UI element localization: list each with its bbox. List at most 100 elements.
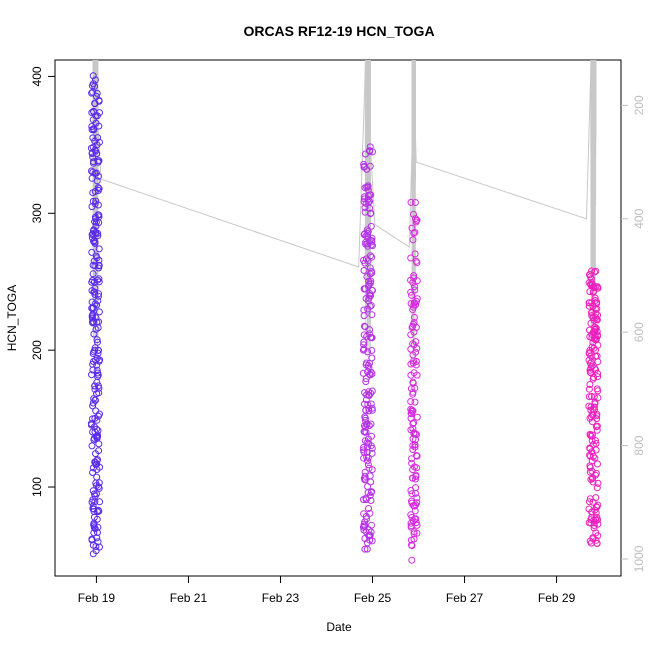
data-point (590, 524, 598, 532)
data-point (94, 346, 102, 354)
data-point (93, 515, 101, 523)
data-point (594, 370, 602, 378)
x-tick-label: Feb 29 (538, 591, 576, 605)
data-point (360, 231, 368, 239)
data-point (407, 276, 415, 284)
data-point (365, 277, 373, 285)
data-point (411, 384, 419, 392)
data-point (96, 138, 103, 146)
data-point (88, 167, 95, 175)
data-point (88, 304, 96, 312)
data-point (594, 311, 602, 319)
data-point (362, 199, 370, 207)
data-point (593, 540, 601, 547)
data-point (94, 276, 102, 284)
data-point (366, 302, 374, 310)
data-point (410, 210, 417, 218)
data-point (410, 301, 418, 309)
data-point (90, 125, 97, 133)
data-point (368, 237, 376, 244)
data-point (94, 232, 102, 240)
data-point (361, 204, 369, 212)
data-point (90, 524, 98, 532)
data-point (585, 393, 593, 401)
data-point (367, 442, 375, 450)
data-point (94, 506, 102, 514)
data-point (89, 402, 97, 410)
y-tick-label: 100 (30, 477, 44, 497)
data-point (89, 469, 97, 476)
y-tick-label: 300 (30, 203, 44, 223)
data-point (94, 184, 102, 192)
data-point (409, 502, 417, 510)
data-point (360, 331, 368, 339)
data-point (408, 410, 415, 418)
data-point (363, 183, 371, 191)
data-point (363, 448, 371, 456)
data-point (364, 454, 372, 462)
data-point (412, 436, 419, 444)
data-point (589, 411, 597, 419)
data-point (91, 284, 99, 292)
data-point (368, 253, 376, 261)
data-point (590, 393, 598, 401)
data-point (95, 278, 103, 286)
data-point (361, 285, 369, 293)
altitude-track-layer (92, 59, 597, 366)
data-point (593, 422, 601, 430)
data-point (593, 328, 601, 336)
data-point (594, 460, 601, 468)
data-point (95, 245, 103, 253)
data-point (90, 237, 97, 245)
data-point (407, 522, 415, 530)
right-tick-label: 800 (632, 435, 646, 455)
data-point (89, 116, 97, 124)
data-point (88, 278, 96, 286)
data-point (93, 457, 101, 465)
data-point (589, 535, 597, 543)
data-point (586, 288, 594, 296)
data-point (594, 520, 602, 528)
data-point (361, 545, 369, 553)
data-point (368, 311, 376, 319)
data-point (407, 360, 415, 368)
data-point (592, 423, 600, 431)
data-point (367, 420, 375, 428)
data-point (91, 396, 99, 404)
data-point (367, 222, 375, 230)
data-point (592, 437, 599, 445)
data-point (593, 415, 601, 423)
data-point (361, 428, 369, 436)
data-point (588, 457, 596, 465)
data-point (592, 516, 600, 524)
data-point (411, 286, 419, 294)
data-point (587, 516, 595, 524)
x-tick-label: Feb 25 (354, 591, 392, 605)
data-point (90, 158, 97, 166)
data-point (410, 313, 418, 321)
data-point (95, 122, 103, 130)
data-point (409, 474, 417, 482)
data-point (364, 443, 371, 451)
data-point (408, 324, 416, 331)
data-point (364, 461, 372, 469)
data-point (408, 490, 416, 498)
data-point (590, 403, 598, 411)
data-point (93, 490, 100, 498)
data-point (90, 107, 97, 115)
right-tick-label: 200 (632, 95, 646, 115)
data-point (95, 292, 102, 300)
data-point (368, 404, 376, 412)
data-point (89, 80, 97, 88)
data-point (588, 393, 595, 400)
data-point (587, 364, 595, 372)
data-point (411, 199, 419, 206)
data-point (592, 336, 600, 344)
data-point (413, 452, 420, 459)
data-point (95, 261, 103, 269)
data-point (362, 378, 370, 386)
data-point (408, 291, 416, 299)
data-point (586, 368, 594, 376)
data-point (94, 412, 102, 420)
data-point (594, 394, 602, 402)
